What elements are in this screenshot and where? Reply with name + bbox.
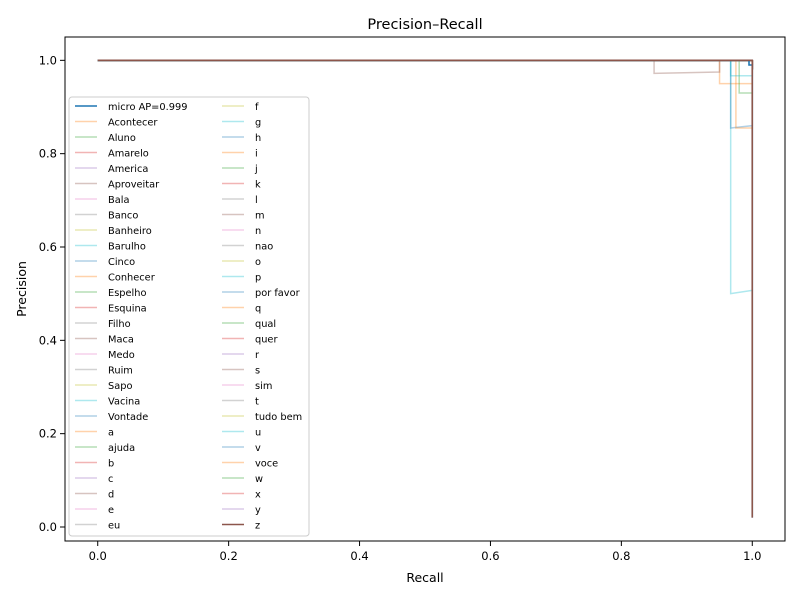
- legend-label: n: [255, 226, 261, 237]
- x-tick-label: 0.8: [612, 549, 630, 563]
- legend-items: micro AP=0.999 Acontecer Aluno Amarelo Ameri…: [75, 102, 302, 531]
- legend-label: ajuda: [108, 443, 135, 454]
- legend-label: t: [255, 396, 259, 407]
- x-axis-label: Recall: [406, 570, 443, 585]
- legend-label: Esquina: [108, 303, 147, 314]
- series-layer: [97, 59, 754, 518]
- legend-label: s: [255, 365, 260, 376]
- legend-label: micro AP=0.999: [108, 102, 187, 113]
- legend-label: Aproveitar: [108, 179, 160, 190]
- y-tick-label: 1.0: [39, 53, 57, 67]
- legend-box: [68, 96, 310, 537]
- legend-label: Bala: [108, 195, 129, 206]
- legend-label: America: [108, 164, 148, 175]
- legend-label: sim: [255, 381, 272, 392]
- legend-label: u: [255, 427, 261, 438]
- legend-label: por favor: [255, 288, 301, 299]
- legend-label: qual: [255, 319, 276, 330]
- legend-label: d: [108, 489, 114, 500]
- legend-label: z: [255, 520, 260, 531]
- legend-label: Aluno: [108, 133, 136, 144]
- legend-label: j: [254, 164, 258, 175]
- axes-frame: [64, 36, 786, 542]
- chart-title: Precision–Recall: [367, 17, 482, 33]
- plot-area: [97, 59, 754, 518]
- legend-label: l: [255, 195, 258, 206]
- x-tick-label: 0.6: [481, 549, 499, 563]
- legend-label: Banheiro: [108, 226, 152, 237]
- legend-label: w: [255, 474, 263, 485]
- legend-label: Sapo: [108, 381, 132, 392]
- legend-label: Maca: [108, 334, 134, 345]
- legend-label: h: [255, 133, 261, 144]
- y-axis-label: Precision: [14, 261, 29, 317]
- legend-label: e: [108, 505, 114, 516]
- legend-label: Medo: [108, 350, 135, 361]
- legend-label: Cinco: [108, 257, 135, 268]
- legend-label: Vacina: [108, 396, 140, 407]
- legend-label: Banco: [108, 210, 138, 221]
- y-tick-label: 0.6: [39, 240, 57, 254]
- legend-label: Ruim: [108, 365, 133, 376]
- legend-label: m: [255, 210, 265, 221]
- legend-label: Barulho: [108, 241, 146, 252]
- y-tick-label: 0.2: [39, 427, 57, 441]
- legend-label: r: [255, 350, 260, 361]
- legend-label: Acontecer: [108, 117, 158, 128]
- legend-label: i: [255, 148, 258, 159]
- legend-label: a: [108, 427, 114, 438]
- legend-label: p: [255, 272, 261, 283]
- y-tick-label: 0.8: [39, 147, 57, 161]
- legend-label: tudo bem: [255, 412, 302, 423]
- x-tick-label: 0.0: [89, 549, 107, 563]
- x-tick-label: 0.2: [219, 549, 237, 563]
- legend-label: f: [255, 102, 259, 113]
- legend-label: q: [255, 303, 261, 314]
- legend-label: nao: [255, 241, 273, 252]
- legend-label: b: [108, 458, 114, 469]
- legend-label: quer: [255, 334, 278, 345]
- legend-label: x: [255, 489, 261, 500]
- series-line: [97, 59, 754, 518]
- legend: micro AP=0.999 Acontecer Aluno Amarelo Ameri…: [68, 96, 310, 537]
- legend-label: c: [108, 474, 113, 485]
- x-tick-label: 1.0: [743, 549, 761, 563]
- legend-label: g: [255, 117, 261, 128]
- x-axis-ticks: 0.0 0.2 0.4 0.6 0.8 1.0: [89, 541, 761, 563]
- legend-label: Conhecer: [108, 272, 156, 283]
- legend-label: Vontade: [108, 412, 148, 423]
- legend-label: k: [255, 179, 261, 190]
- legend-label: y: [255, 505, 261, 516]
- y-tick-label: 0.4: [39, 333, 57, 347]
- legend-label: voce: [255, 458, 278, 469]
- legend-label: eu: [108, 520, 120, 531]
- legend-label: Filho: [108, 319, 131, 330]
- legend-label: v: [255, 443, 261, 454]
- legend-label: Espelho: [108, 288, 146, 299]
- y-axis-ticks: 0.0 0.2 0.4 0.6 0.8 1.0: [39, 53, 65, 534]
- legend-label: o: [255, 257, 261, 268]
- legend-label: Amarelo: [108, 148, 149, 159]
- y-tick-label: 0.0: [39, 520, 57, 534]
- x-tick-label: 0.4: [350, 549, 368, 563]
